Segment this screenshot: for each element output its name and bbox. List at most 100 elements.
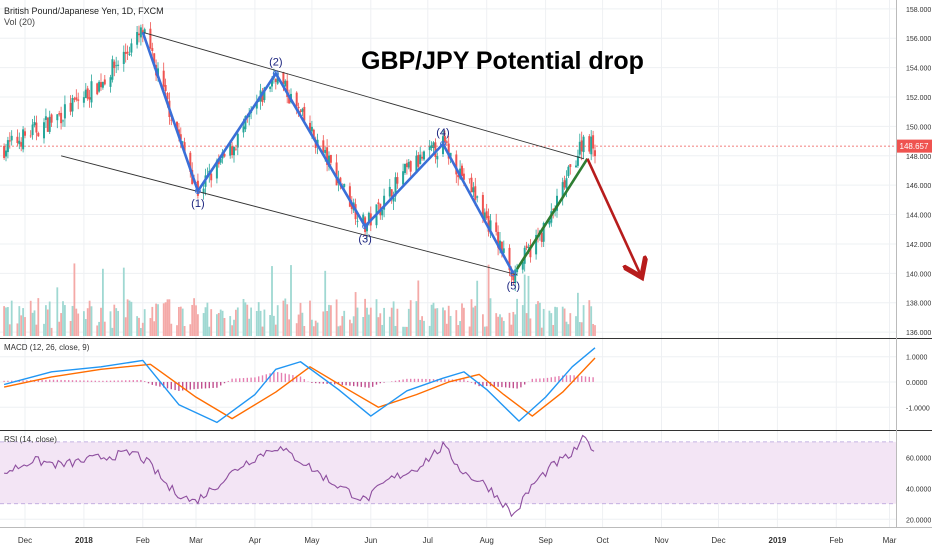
macd-histogram-bar [277, 372, 279, 382]
candle-body [402, 171, 405, 185]
x-tick-label: Dec [711, 536, 725, 545]
candle-body [244, 116, 247, 130]
rsi-band [0, 441, 896, 504]
candle-body [151, 47, 154, 52]
volume-bar [554, 306, 556, 336]
rsi-pane[interactable] [0, 434, 896, 518]
candle-body [497, 231, 500, 248]
candle-body [455, 154, 458, 175]
candle-body [565, 178, 568, 189]
volume-bar [539, 302, 541, 336]
drawings [60, 31, 641, 274]
macd-histogram-bar [37, 380, 39, 382]
macd-histogram-bar [394, 380, 397, 382]
volume-bar [343, 310, 346, 336]
candle-body [472, 187, 475, 193]
price-tick-label: 158.000 [906, 7, 931, 14]
macd-histogram-bar [216, 381, 218, 388]
candle-body [297, 106, 300, 109]
candle-body [44, 116, 47, 120]
macd-histogram-bar [296, 375, 298, 382]
wave-point [440, 141, 446, 148]
candle-body [499, 240, 501, 248]
macd-histogram-bar [531, 378, 533, 382]
macd-pane[interactable] [3, 347, 596, 424]
candle-body [126, 51, 129, 54]
macd-histogram-bar [524, 381, 526, 385]
candle-body [430, 145, 433, 148]
macd-histogram-bar [535, 378, 537, 382]
x-tick-label: Nov [654, 536, 668, 545]
candle-body [576, 155, 579, 166]
candle-body [115, 65, 118, 67]
volume-bar [290, 265, 292, 336]
wave-label: (5) [507, 280, 520, 292]
volume-bar [565, 321, 568, 336]
candle-body [350, 203, 353, 210]
candle-body [578, 141, 581, 155]
volume-bar [62, 301, 64, 336]
volume-bar [495, 313, 498, 336]
macd-histogram-bar [577, 375, 579, 382]
macd-histogram-bar [330, 381, 332, 385]
candle-body [575, 165, 577, 168]
macd-histogram-bar [3, 380, 5, 382]
candle-body [48, 116, 51, 132]
candle-body [324, 149, 327, 154]
candle-body [128, 53, 131, 56]
x-tick-label: Aug [480, 536, 494, 545]
volume-bar [37, 298, 40, 336]
price-pane[interactable]: (1) (2) (3) (4) (5) [0, 22, 896, 336]
macd-histogram-bar [440, 379, 442, 382]
volume-bar [525, 313, 528, 336]
macd-histogram-bar [356, 381, 359, 387]
candle-body [381, 210, 384, 216]
candle-body [31, 124, 34, 136]
volume-bar [45, 305, 47, 336]
volume-bar [404, 326, 406, 336]
candle-body [179, 134, 182, 140]
volume-bar [423, 320, 425, 336]
volume-bar [364, 298, 366, 336]
volume-bar [117, 310, 119, 336]
candle-body [98, 81, 101, 92]
candle-body [301, 108, 304, 112]
volume-bar [153, 321, 156, 336]
volume-bar [442, 307, 444, 336]
price-tick-label: 144.000 [906, 213, 931, 220]
macd-histogram-bar [391, 381, 393, 382]
candle-body [514, 269, 517, 284]
macd-histogram-bar [113, 380, 115, 382]
volume-bar [8, 324, 11, 336]
volume-bar [402, 326, 404, 336]
volume-bar [33, 310, 36, 336]
candle-body [434, 142, 437, 157]
macd-histogram-bar [520, 381, 522, 388]
candle-body [77, 99, 80, 101]
volume-bar [7, 307, 9, 336]
channel-upper-line [142, 31, 584, 160]
macd-histogram-bar [410, 378, 412, 382]
macd-histogram-bar [102, 380, 104, 382]
price-tick-label: 152.000 [906, 95, 931, 102]
volume-bar [499, 314, 501, 336]
macd-histogram-bar [345, 381, 347, 386]
candle-body [409, 161, 412, 172]
candle-body [495, 222, 498, 232]
macd-histogram-bar [64, 380, 66, 382]
volume-bar [170, 323, 173, 336]
volume-bar [83, 311, 85, 336]
volume-bar [512, 311, 515, 336]
volume-bar [445, 323, 448, 336]
macd-histogram-bar [516, 381, 518, 389]
candle-body [309, 122, 311, 133]
candle-body [567, 166, 570, 177]
rsi-tick-label: 40.0000 [906, 486, 931, 493]
x-tick-label: Oct [596, 536, 609, 545]
macd-histogram-bar [87, 380, 89, 382]
volume-bar [77, 313, 80, 336]
macd-histogram-bar [185, 381, 188, 391]
candle-body [322, 140, 325, 153]
volume-bar [24, 317, 26, 336]
